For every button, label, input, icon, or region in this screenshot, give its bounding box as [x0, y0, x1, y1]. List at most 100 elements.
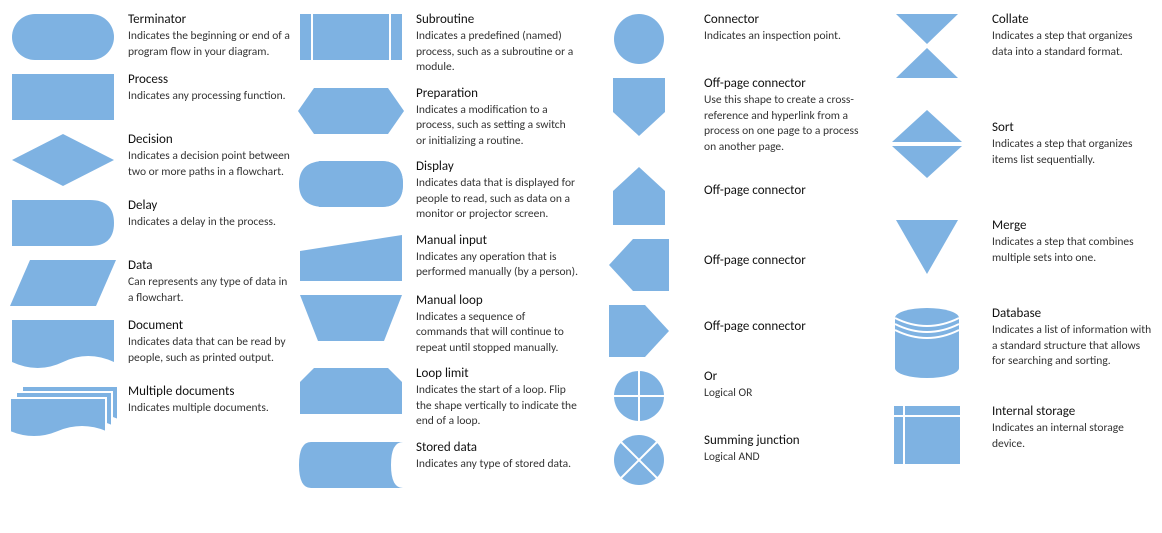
- title-sort: Sort: [992, 120, 1154, 135]
- item-delay: Delay Indicates a delay in the process.: [8, 198, 290, 248]
- shape-offpage-down: [584, 76, 694, 138]
- desc-summing: Logical AND: [704, 450, 866, 466]
- shape-merge: [872, 218, 982, 276]
- item-summing: Summing junction Logical AND: [584, 433, 866, 487]
- title-delay: Delay: [128, 198, 290, 213]
- item-collate: Collate Indicates a step that organizes …: [872, 12, 1154, 80]
- title-process: Process: [128, 72, 290, 87]
- desc-process: Indicates any processing function.: [128, 89, 290, 105]
- desc-terminator: Indicates the beginning or end of a prog…: [128, 29, 290, 60]
- desc-decision: Indicates a decision point between two o…: [128, 149, 290, 180]
- title-data: Data: [128, 258, 290, 273]
- item-offpage-down: Off-page connector Use this shape to cre…: [584, 76, 866, 155]
- item-merge: Merge Indicates a step that combines mul…: [872, 218, 1154, 276]
- title-looplimit: Loop limit: [416, 366, 578, 381]
- title-or: Or: [704, 369, 866, 384]
- desc-manualloop: Indicates a sequence of commands that wi…: [416, 310, 578, 357]
- title-manualloop: Manual loop: [416, 293, 578, 308]
- item-display: Display Indicates data that is displayed…: [296, 159, 578, 223]
- title-database: Database: [992, 306, 1154, 321]
- title-merge: Merge: [992, 218, 1154, 233]
- title-connector: Connector: [704, 12, 866, 27]
- item-manualinput: Manual input Indicates any operation tha…: [296, 233, 578, 283]
- shape-delay: [8, 198, 118, 248]
- item-data: Data Can represents any type of data in …: [8, 258, 290, 308]
- title-offpage-right: Off-page connector: [704, 319, 866, 334]
- shape-summing: [584, 433, 694, 487]
- shape-connector: [584, 12, 694, 66]
- shape-looplimit: [296, 366, 406, 416]
- shape-manualinput: [296, 233, 406, 283]
- desc-looplimit: Indicates the start of a loop. Flip the …: [416, 383, 578, 430]
- shape-data: [8, 258, 118, 308]
- item-terminator: Terminator Indicates the beginning or en…: [8, 12, 290, 62]
- shape-offpage-right: [584, 303, 694, 359]
- item-offpage-left: Off-page connector: [584, 237, 866, 293]
- shape-process: [8, 72, 118, 122]
- shape-multidoc: [8, 384, 118, 444]
- title-summing: Summing junction: [704, 433, 866, 448]
- title-preparation: Preparation: [416, 86, 578, 101]
- shape-decision: [8, 132, 118, 188]
- item-looplimit: Loop limit Indicates the start of a loop…: [296, 366, 578, 430]
- column-1: Terminator Indicates the beginning or en…: [8, 12, 290, 490]
- desc-internalstorage: Indicates an internal storage device.: [992, 421, 1154, 452]
- item-preparation: Preparation Indicates a modification to …: [296, 86, 578, 150]
- item-connector: Connector Indicates an inspection point.: [584, 12, 866, 66]
- desc-storeddata: Indicates any type of stored data.: [416, 457, 578, 473]
- shape-collate: [872, 12, 982, 80]
- desc-data: Can represents any type of data in a flo…: [128, 275, 290, 306]
- item-storeddata: Stored data Indicates any type of stored…: [296, 440, 578, 490]
- column-2: Subroutine Indicates a predefined (named…: [296, 12, 578, 490]
- desc-document: Indicates data that can be read by peopl…: [128, 335, 290, 366]
- item-offpage-up: Off-page connector: [584, 165, 866, 227]
- desc-subroutine: Indicates a predefined (named) process, …: [416, 29, 578, 76]
- shape-preparation: [296, 86, 406, 136]
- title-storeddata: Stored data: [416, 440, 578, 455]
- desc-merge: Indicates a step that combines multiple …: [992, 235, 1154, 266]
- title-subroutine: Subroutine: [416, 12, 578, 27]
- item-process: Process Indicates any processing functio…: [8, 72, 290, 122]
- column-4: Collate Indicates a step that organizes …: [872, 12, 1154, 490]
- title-offpage-up: Off-page connector: [704, 183, 866, 198]
- desc-multidoc: Indicates multiple documents.: [128, 401, 290, 417]
- shape-display: [296, 159, 406, 209]
- title-multidoc: Multiple documents: [128, 384, 290, 399]
- shape-subroutine: [296, 12, 406, 62]
- title-collate: Collate: [992, 12, 1154, 27]
- desc-preparation: Indicates a modification to a process, s…: [416, 103, 578, 150]
- title-manualinput: Manual input: [416, 233, 578, 248]
- shape-or: [584, 369, 694, 423]
- column-3: Connector Indicates an inspection point.…: [584, 12, 866, 490]
- title-internalstorage: Internal storage: [992, 404, 1154, 419]
- title-terminator: Terminator: [128, 12, 290, 27]
- desc-sort: Indicates a step that organizes items li…: [992, 137, 1154, 168]
- title-display: Display: [416, 159, 578, 174]
- item-manualloop: Manual loop Indicates a sequence of comm…: [296, 293, 578, 357]
- item-sort: Sort Indicates a step that organizes ite…: [872, 108, 1154, 180]
- shape-storeddata: [296, 440, 406, 490]
- title-offpage-left: Off-page connector: [704, 253, 866, 268]
- shape-terminator: [8, 12, 118, 62]
- shape-offpage-up: [584, 165, 694, 227]
- desc-delay: Indicates a delay in the process.: [128, 215, 290, 231]
- desc-display: Indicates data that is displayed for peo…: [416, 176, 578, 223]
- item-multidoc: Multiple documents Indicates multiple do…: [8, 384, 290, 444]
- item-or: Or Logical OR: [584, 369, 866, 423]
- desc-collate: Indicates a step that organizes data int…: [992, 29, 1154, 60]
- item-internalstorage: Internal storage Indicates an internal s…: [872, 404, 1154, 466]
- shape-document: [8, 318, 118, 374]
- shape-sort: [872, 108, 982, 180]
- item-offpage-right: Off-page connector: [584, 303, 866, 359]
- shape-offpage-left: [584, 237, 694, 293]
- title-offpage-down: Off-page connector: [704, 76, 866, 91]
- title-decision: Decision: [128, 132, 290, 147]
- desc-manualinput: Indicates any operation that is performe…: [416, 250, 578, 281]
- item-database: Database Indicates a list of information…: [872, 306, 1154, 380]
- item-document: Document Indicates data that can be read…: [8, 318, 290, 374]
- desc-connector: Indicates an inspection point.: [704, 29, 866, 45]
- desc-offpage-down: Use this shape to create a cross-referen…: [704, 93, 866, 155]
- shape-internalstorage: [872, 404, 982, 466]
- desc-database: Indicates a list of information with a s…: [992, 323, 1154, 370]
- desc-or: Logical OR: [704, 386, 866, 402]
